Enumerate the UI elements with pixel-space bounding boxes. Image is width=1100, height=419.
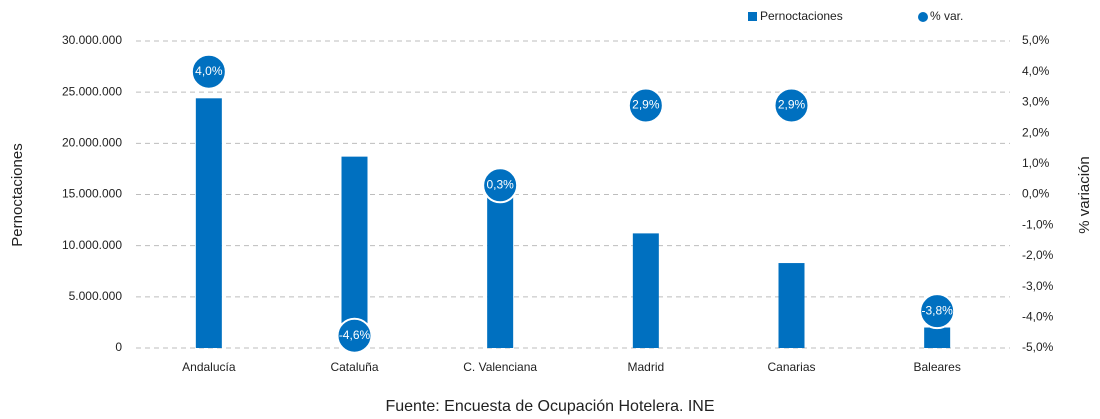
bar: [632, 233, 659, 348]
y2-tick-label: 2,0%: [1022, 125, 1050, 139]
y-tick-label: 0: [115, 340, 122, 354]
x-tick-label: C. Valenciana: [463, 360, 537, 374]
y2-tick-label: -2,0%: [1022, 248, 1054, 262]
y2-tick-label: 4,0%: [1022, 64, 1050, 78]
x-tick-label: Cataluña: [330, 360, 378, 374]
x-tick-label: Madrid: [627, 360, 664, 374]
y2-tick-label: 1,0%: [1022, 156, 1050, 170]
data-label: 0,3%: [486, 177, 514, 191]
y2-tick-label: 5,0%: [1022, 33, 1050, 47]
x-tick-label: Andalucía: [182, 360, 236, 374]
y-tick-label: 25.000.000: [62, 84, 122, 98]
legend-label: Pernoctaciones: [760, 9, 843, 23]
y2-tick-label: 0,0%: [1022, 187, 1050, 201]
x-tick-label: Canarias: [767, 360, 815, 374]
y-tick-label: 20.000.000: [62, 136, 122, 150]
marker: [190, 53, 227, 90]
data-label: 2,9%: [778, 98, 806, 112]
bar: [778, 263, 805, 348]
y-tick-label: 5.000.000: [69, 289, 123, 303]
data-label: 2,9%: [632, 98, 660, 112]
data-label: 4,0%: [195, 64, 223, 78]
y-axis-label: Pernoctaciones: [9, 143, 26, 246]
marker: [627, 87, 664, 124]
data-label: -3,8%: [921, 303, 953, 317]
marker: [773, 87, 810, 124]
data-label: -4,6%: [339, 328, 371, 342]
y2-tick-label: -3,0%: [1022, 279, 1054, 293]
bar: [195, 98, 222, 348]
bar: [487, 187, 514, 348]
y-tick-label: 30.000.000: [62, 33, 122, 47]
marker: [336, 317, 373, 354]
y2-tick-label: -1,0%: [1022, 217, 1054, 231]
legend-label: % var.: [930, 9, 963, 23]
y2-axis-label: % variación: [1076, 156, 1093, 234]
x-tick-label: Baleares: [913, 360, 960, 374]
marker: [482, 167, 519, 204]
source: Fuente: Encuesta de Ocupación Hotelera. …: [385, 398, 714, 415]
y2-tick-label: -5,0%: [1022, 340, 1054, 354]
y2-tick-label: 3,0%: [1022, 95, 1050, 109]
legend-swatch: [748, 12, 757, 21]
marker: [919, 293, 956, 330]
y2-tick-label: -4,0%: [1022, 309, 1054, 323]
bar: [924, 327, 951, 348]
bar: [341, 156, 368, 348]
y-tick-label: 15.000.000: [62, 187, 122, 201]
legend-swatch: [918, 12, 928, 22]
y-tick-label: 10.000.000: [62, 238, 122, 252]
